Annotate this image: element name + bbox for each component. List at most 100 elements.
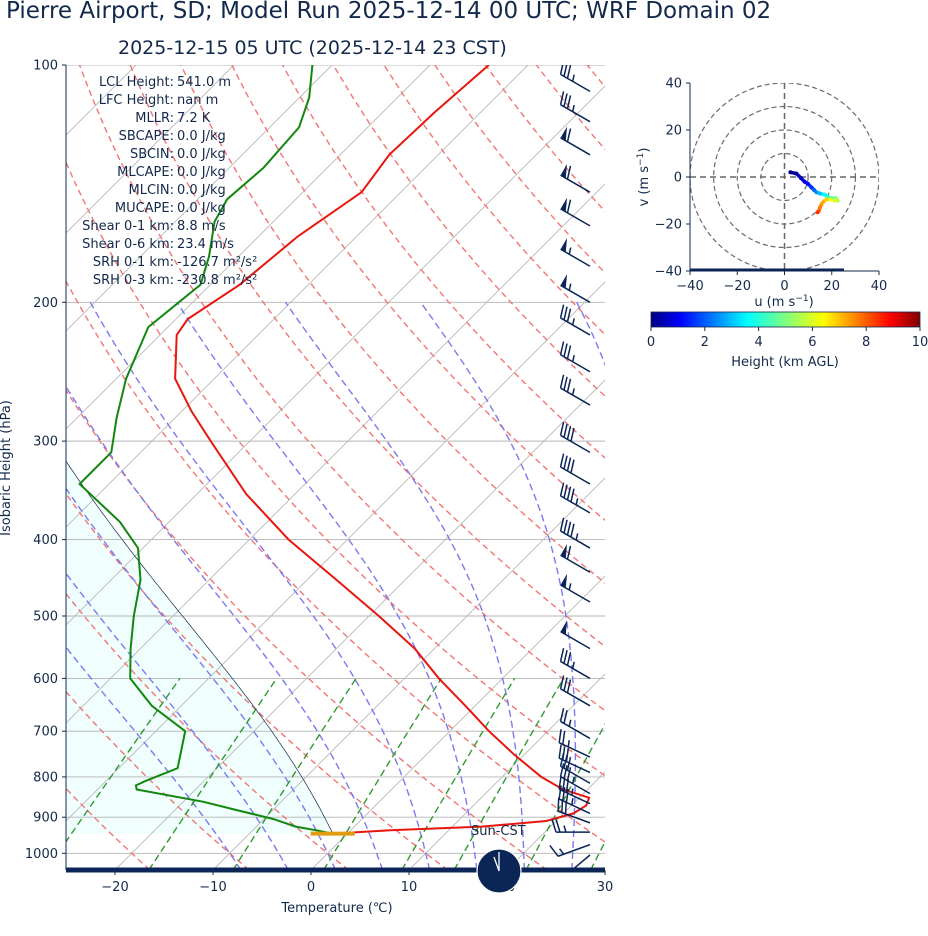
parameter-value: 0.0 J/kg bbox=[177, 147, 226, 162]
y-tick-label: 700 bbox=[33, 725, 58, 740]
wind-barb-half bbox=[568, 247, 572, 255]
wind-barb-staff bbox=[560, 765, 591, 784]
hodograph-x-tick-label: −40 bbox=[676, 279, 703, 294]
wind-barb-staff bbox=[560, 354, 591, 373]
sun-clock-label: Sun-CST bbox=[471, 824, 526, 839]
wind-barb-full bbox=[563, 519, 568, 534]
parameter-label: MLCAPE: bbox=[117, 165, 174, 180]
mixing-ratio-lines bbox=[66, 677, 605, 870]
wind-barb-staff bbox=[558, 742, 591, 758]
wind-barb-full bbox=[566, 756, 572, 771]
dry-adiabat-line bbox=[66, 492, 449, 870]
wind-barb-full bbox=[566, 486, 572, 501]
parameter-label: Shear 0-6 km: bbox=[82, 237, 174, 252]
wind-barb-full bbox=[559, 304, 565, 319]
moist-adiabat-line bbox=[176, 301, 478, 870]
parameter-label: SBCIN: bbox=[130, 147, 174, 162]
hodograph-trace bbox=[788, 170, 840, 215]
wind-barb-half bbox=[569, 46, 571, 53]
wind-barb-full bbox=[561, 35, 564, 48]
parameter-value: 0.0 J/kg bbox=[177, 201, 226, 216]
isotherm-line bbox=[114, 379, 605, 870]
temperature-line bbox=[174, 65, 591, 835]
hodograph-point bbox=[802, 179, 807, 184]
wind-barb-full bbox=[563, 343, 568, 357]
dry-adiabat-line bbox=[66, 279, 605, 843]
wind-barb-half bbox=[571, 661, 575, 669]
wind-barb-half bbox=[575, 498, 579, 506]
dry-adiabat-line bbox=[129, 65, 605, 648]
wind-barb-flag bbox=[560, 237, 568, 253]
wind-barb-full bbox=[566, 65, 572, 79]
wind-barb-full bbox=[555, 818, 561, 833]
hodograph-x-label: u (m s−1) bbox=[754, 294, 813, 310]
wind-barb bbox=[560, 543, 591, 573]
wind-barb-full bbox=[563, 376, 568, 391]
dry-adiabat-line bbox=[484, 65, 605, 213]
isotherm-line bbox=[66, 65, 529, 528]
dewpoint-line bbox=[78, 65, 333, 835]
isotherm-line bbox=[310, 575, 605, 870]
hodograph-point bbox=[823, 197, 828, 202]
wind-barb-full bbox=[557, 797, 560, 812]
wind-barb-staff bbox=[558, 788, 591, 805]
moist-adiabat-line bbox=[716, 302, 836, 870]
wind-barb-full bbox=[566, 521, 572, 536]
wind-barb bbox=[559, 482, 591, 514]
hodograph-point bbox=[788, 170, 793, 175]
wind-barb-full bbox=[563, 710, 568, 724]
hodograph-y-label: v (m s−1) bbox=[636, 148, 652, 207]
mixing-ratio-line bbox=[590, 840, 605, 870]
wind-barb bbox=[560, 274, 591, 303]
wind-barb-staff bbox=[560, 720, 591, 740]
wind-barb-flag bbox=[560, 163, 568, 179]
parameter-label: LFC Height: bbox=[99, 93, 174, 108]
wind-barb bbox=[549, 843, 591, 857]
hodograph-point bbox=[822, 192, 827, 197]
wind-barb-full bbox=[551, 818, 557, 833]
wind-barb-flag bbox=[560, 197, 568, 212]
wind-barb-flag bbox=[560, 126, 568, 141]
colorbar-tick-label: 8 bbox=[862, 335, 870, 350]
y-tick-label: 1000 bbox=[25, 847, 58, 862]
moist-adiabat-line bbox=[576, 301, 605, 367]
hodograph-point bbox=[817, 205, 822, 210]
moist-adiabat-line bbox=[66, 487, 337, 870]
dry-adiabat-line bbox=[66, 160, 605, 777]
wind-barb-full bbox=[566, 679, 572, 693]
x-tick-label: −20 bbox=[101, 880, 128, 895]
wind-barb-full bbox=[562, 730, 566, 745]
hodograph-point bbox=[794, 171, 799, 176]
parameter-value: -230.8 m²/s² bbox=[177, 273, 257, 288]
parameter-label: Shear 0-1 km: bbox=[82, 219, 174, 234]
wind-barb-full bbox=[566, 95, 572, 109]
colorbar-tick-label: 10 bbox=[912, 335, 928, 350]
moist-adiabat-line bbox=[668, 302, 729, 870]
x-tick-label: −10 bbox=[199, 880, 226, 895]
y-tick-label: 900 bbox=[33, 811, 58, 826]
wind-barb-staff bbox=[560, 466, 591, 485]
x-tick-label: 10 bbox=[401, 880, 418, 895]
y-axis-label: Isobaric Height (hPa) bbox=[0, 400, 14, 536]
wind-barb-flag bbox=[560, 274, 568, 289]
moist-adiabat-line bbox=[89, 301, 431, 870]
y-tick-label: 100 bbox=[33, 59, 58, 74]
wind-barb bbox=[558, 744, 591, 774]
y-tick-label: 200 bbox=[33, 296, 58, 311]
wind-barb-full bbox=[563, 65, 568, 77]
dry-adiabat-line bbox=[78, 65, 605, 712]
wind-barb bbox=[560, 197, 591, 227]
wind-barb-full bbox=[570, 427, 575, 442]
wind-barb bbox=[559, 304, 591, 336]
wind-barb bbox=[559, 763, 591, 795]
parameter-label: MUCAPE: bbox=[115, 201, 174, 216]
moist-adiabat-lines bbox=[66, 301, 836, 870]
wind-barb-full bbox=[559, 453, 565, 468]
mixing-ratio-line bbox=[323, 678, 442, 870]
wind-barb bbox=[560, 573, 591, 603]
hodograph-point bbox=[828, 197, 833, 202]
wind-barb-flag bbox=[560, 620, 568, 635]
hodograph-point bbox=[833, 198, 838, 203]
wind-barb-full bbox=[566, 651, 572, 666]
parameter-value: -126.7 m²/s² bbox=[177, 255, 257, 270]
